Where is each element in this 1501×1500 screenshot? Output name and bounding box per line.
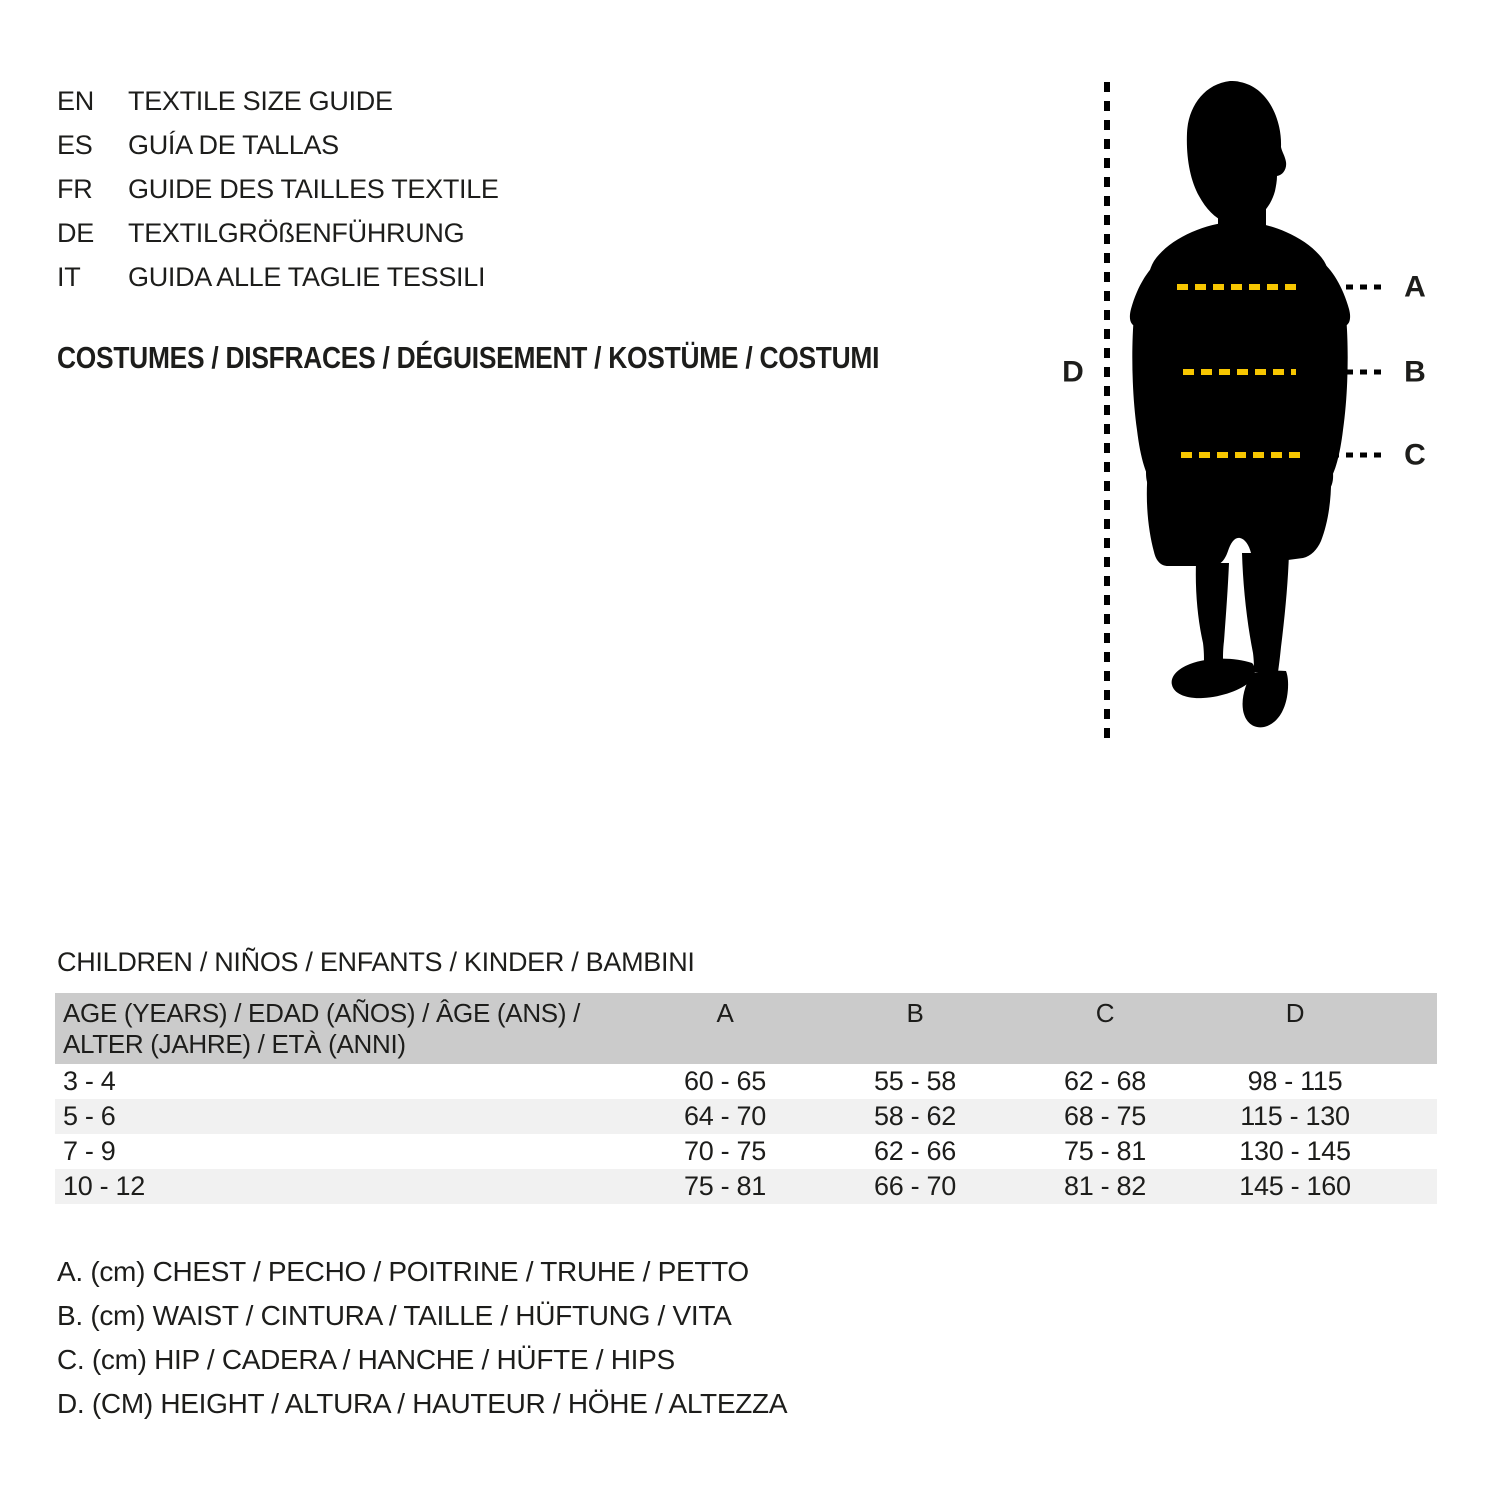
age-header-line1: AGE (YEARS) / EDAD (AÑOS) / ÂGE (ANS) / — [63, 998, 581, 1028]
lang-code: EN — [57, 86, 94, 116]
lang-row-fr: FR GUIDE DES TAILLES TEXTILE — [57, 167, 499, 211]
silhouette-right-sleeve — [1314, 260, 1351, 327]
lang-code: FR — [57, 174, 93, 204]
table-row: 10 - 12 75 - 81 66 - 70 81 - 82 145 - 16… — [55, 1169, 1437, 1204]
hip-value: 81 - 82 — [1064, 1171, 1146, 1201]
waist-value: 66 - 70 — [874, 1171, 956, 1201]
lang-row-de: DE TEXTILGRÖßENFÜHRUNG — [57, 211, 499, 255]
measurement-figure: A B C D — [1062, 81, 1426, 742]
column-header-c: C — [1095, 998, 1115, 1028]
chest-value: 70 - 75 — [684, 1136, 766, 1166]
age-header-line2: ALTER (JAHRE) / ETÀ (ANNI) — [63, 1029, 406, 1059]
figure-label-d: D — [1062, 356, 1084, 389]
silhouette-right-shoe — [1242, 670, 1289, 728]
child-silhouette-icon — [1129, 81, 1351, 728]
chest-value: 75 - 81 — [684, 1171, 766, 1201]
legend-chest: A. (cm) CHEST / PECHO / POITRINE / TRUHE… — [57, 1256, 749, 1287]
lang-label: TEXTILGRÖßENFÜHRUNG — [128, 218, 465, 248]
hip-value: 62 - 68 — [1064, 1066, 1146, 1096]
height-value: 115 - 130 — [1240, 1101, 1350, 1131]
height-value: 145 - 160 — [1239, 1171, 1351, 1201]
language-list: EN TEXTILE SIZE GUIDE ES GUÍA DE TALLAS … — [57, 79, 499, 299]
waist-value: 62 - 66 — [874, 1136, 956, 1166]
silhouette-left-sleeve — [1129, 260, 1166, 327]
chest-value: 64 - 70 — [684, 1101, 766, 1131]
age-column-header: AGE (YEARS) / EDAD (AÑOS) / ÂGE (ANS) / … — [55, 998, 630, 1060]
lang-row-it: IT GUIDA ALLE TAGLIE TESSILI — [57, 255, 499, 299]
silhouette-shorts — [1146, 470, 1332, 566]
column-header-d: D — [1285, 998, 1305, 1028]
hip-value: 75 - 81 — [1064, 1136, 1146, 1166]
height-value: 98 - 115 — [1247, 1066, 1343, 1096]
lang-row-es: ES GUÍA DE TALLAS — [57, 123, 499, 167]
chest-value: 60 - 65 — [684, 1066, 766, 1096]
silhouette-left-arm — [1132, 315, 1164, 485]
column-header-b: B — [906, 998, 924, 1028]
hip-value: 68 - 75 — [1064, 1101, 1146, 1131]
table-row: 3 - 4 60 - 65 55 - 58 62 - 68 98 - 115 — [55, 1064, 1437, 1099]
lang-row-en: EN TEXTILE SIZE GUIDE — [57, 79, 499, 123]
table-section-title: CHILDREN / NIÑOS / ENFANTS / KINDER / BA… — [57, 947, 695, 977]
age-cell: 5 - 6 — [63, 1101, 116, 1131]
silhouette-head — [1186, 81, 1287, 225]
legend-waist: B. (cm) WAIST / CINTURA / TAILLE / HÜFTU… — [57, 1300, 732, 1331]
age-cell: 10 - 12 — [63, 1171, 145, 1201]
lang-code: IT — [57, 262, 81, 292]
silhouette-left-leg — [1195, 563, 1229, 661]
waist-value: 55 - 58 — [874, 1066, 956, 1096]
figure-label-c: C — [1404, 439, 1426, 472]
column-header-a: A — [716, 998, 734, 1028]
table-row: 5 - 6 64 - 70 58 - 62 68 - 75 115 - 130 — [55, 1099, 1437, 1134]
category-title: COSTUMES / DISFRACES / DÉGUISEMENT / KOS… — [57, 340, 880, 375]
legend-hip: C. (cm) HIP / CADERA / HANCHE / HÜFTE / … — [57, 1344, 675, 1375]
figure-label-b: B — [1404, 356, 1426, 389]
silhouette-right-leg — [1242, 553, 1289, 672]
lang-label: GUIDA ALLE TAGLIE TESSILI — [128, 262, 486, 292]
measurement-legend: A. (cm) CHEST / PECHO / POITRINE / TRUHE… — [57, 1250, 788, 1426]
table-row: 7 - 9 70 - 75 62 - 66 75 - 81 130 - 145 — [55, 1134, 1437, 1169]
lang-code: DE — [57, 218, 94, 248]
silhouette-left-shoe — [1171, 658, 1255, 699]
lang-label: GUIDE DES TAILLES TEXTILE — [128, 174, 499, 204]
silhouette-right-arm — [1316, 315, 1348, 485]
lang-code: ES — [57, 130, 93, 160]
figure-label-a: A — [1404, 271, 1426, 304]
silhouette-torso — [1146, 222, 1334, 495]
lang-label: GUÍA DE TALLAS — [128, 130, 339, 160]
age-cell: 3 - 4 — [63, 1066, 116, 1096]
legend-height: D. (CM) HEIGHT / ALTURA / HAUTEUR / HÖHE… — [57, 1388, 788, 1419]
age-cell: 7 - 9 — [63, 1136, 116, 1166]
height-value: 130 - 145 — [1239, 1136, 1351, 1166]
size-table: AGE (YEARS) / EDAD (AÑOS) / ÂGE (ANS) / … — [55, 993, 1437, 1204]
waist-value: 58 - 62 — [874, 1101, 956, 1131]
table-header-row: AGE (YEARS) / EDAD (AÑOS) / ÂGE (ANS) / … — [55, 993, 1437, 1064]
lang-label: TEXTILE SIZE GUIDE — [128, 86, 393, 116]
